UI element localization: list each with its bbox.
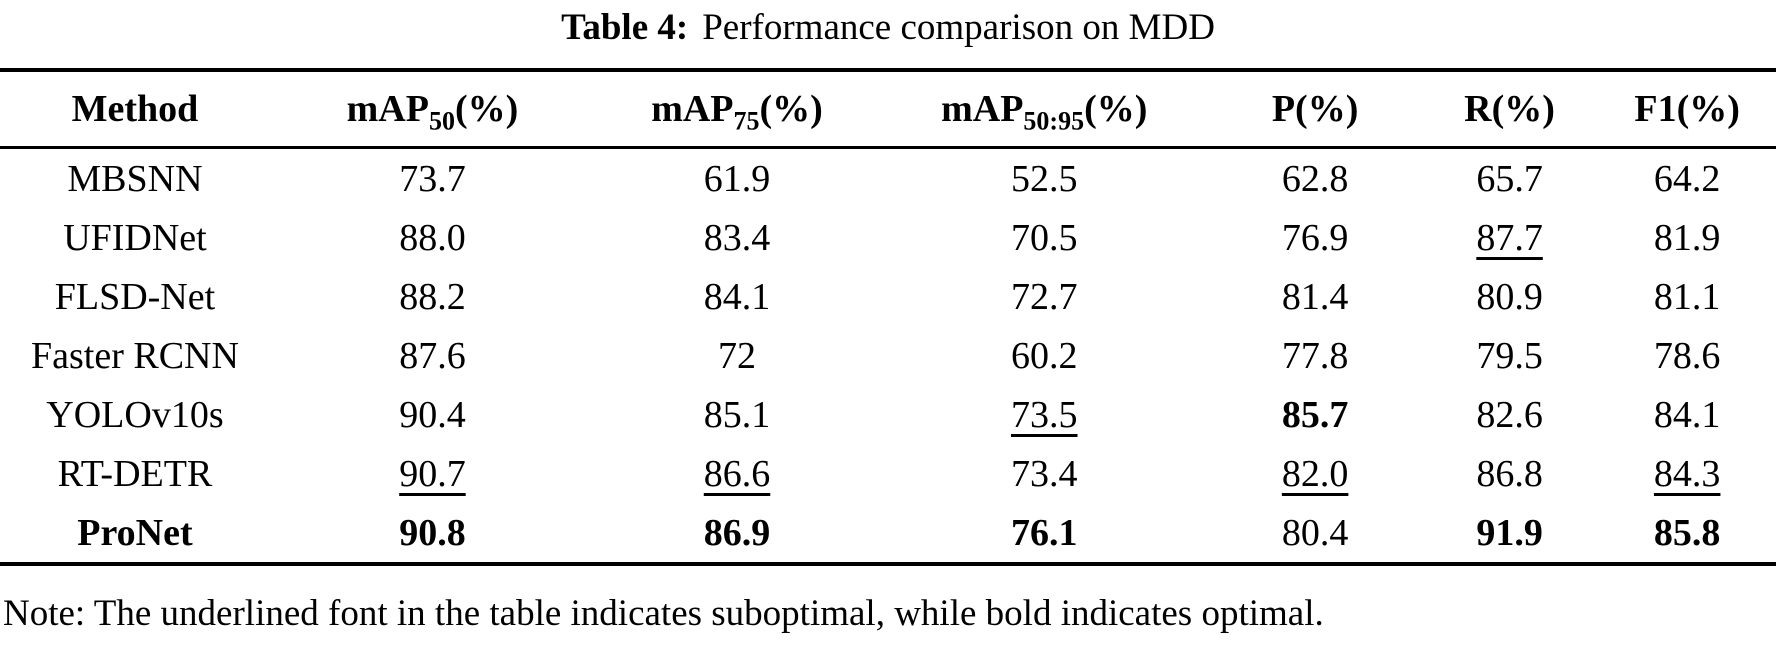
value-cell: 64.2 (1653, 157, 1721, 200)
value-cell: 73.5 (1011, 393, 1078, 436)
method-cell: Faster RCNN (30, 334, 239, 377)
table-row: ProNet 90.8 86.9 76.1 80.4 91.9 85.8 (0, 503, 1776, 564)
table-row: FLSD-Net 88.2 84.1 72.7 81.4 80.9 81.1 (0, 267, 1776, 326)
value-cell: 91.9 (1476, 511, 1543, 554)
value-cell: 61.9 (703, 157, 771, 200)
value-cell: 88.2 (399, 275, 466, 318)
value-cell: 77.8 (1281, 334, 1349, 377)
value-cell: 81.4 (1281, 275, 1349, 318)
value-cell: 90.7 (399, 452, 466, 495)
table-row: MBSNN 73.7 61.9 52.5 62.8 65.7 64.2 (0, 148, 1776, 209)
method-cell: YOLOv10s (46, 393, 224, 436)
column-header-map75: mAP75(%) (651, 88, 823, 136)
table-caption-text: Performance comparison on MDD (702, 7, 1215, 48)
table-row: Faster RCNN 87.6 72 60.2 77.8 79.5 78.6 (0, 326, 1776, 385)
value-cell: 79.5 (1476, 334, 1543, 377)
method-cell: UFIDNet (63, 216, 207, 259)
value-cell: 82.6 (1476, 393, 1543, 436)
value-cell: 82.0 (1281, 452, 1349, 495)
value-cell: 81.9 (1653, 216, 1721, 259)
value-cell: 87.6 (399, 334, 466, 377)
column-header-map50: mAP50(%) (346, 88, 519, 136)
value-cell: 84.1 (1653, 393, 1721, 436)
value-cell: 62.8 (1281, 157, 1349, 200)
value-cell: 76.1 (1011, 511, 1078, 554)
table-row: RT-DETR 90.7 86.6 73.4 82.0 86.8 84.3 (0, 444, 1776, 503)
column-header-recall: R(%) (1464, 88, 1555, 130)
column-header-method: Method (71, 88, 199, 130)
value-cell: 86.6 (703, 452, 771, 495)
value-cell: 88.0 (399, 216, 466, 259)
column-header-map50-95: mAP50:95(%) (941, 88, 1148, 136)
value-cell: 73.7 (399, 157, 466, 200)
value-cell: 85.7 (1281, 393, 1349, 436)
performance-table: Method mAP50(%) mAP75(%) mAP50:95(%) P(%… (0, 68, 1776, 566)
value-cell: 76.9 (1281, 216, 1349, 259)
column-header-f1: F1(%) (1634, 88, 1740, 130)
table-note: Note: The underlined font in the table i… (3, 593, 1324, 634)
table-row: UFIDNet 88.0 83.4 70.5 76.9 87.7 81.9 (0, 208, 1776, 267)
method-cell: ProNet (77, 511, 193, 554)
value-cell: 84.1 (703, 275, 771, 318)
value-cell: 86.8 (1476, 452, 1543, 495)
value-cell: 85.8 (1653, 511, 1721, 554)
column-header-precision: P(%) (1271, 88, 1359, 130)
value-cell: 60.2 (1011, 334, 1078, 377)
table-body: MBSNN 73.7 61.9 52.5 62.8 65.7 64.2 UFIDNet 88.0… (0, 148, 1776, 565)
value-cell: 78.6 (1653, 334, 1721, 377)
value-cell: 72.7 (1011, 275, 1078, 318)
method-cell: RT-DETR (57, 452, 213, 495)
value-cell: 72 (718, 334, 757, 377)
table-row: YOLOv10s 90.4 85.1 73.5 85.7 82.6 84.1 (0, 385, 1776, 444)
table-caption: Table 4: Performance comparison on MDD (0, 0, 1776, 50)
value-cell: 52.5 (1011, 157, 1078, 200)
table-header: Method mAP50(%) mAP75(%) mAP50:95(%) P(%… (0, 70, 1776, 148)
value-cell: 90.8 (399, 511, 466, 554)
value-cell: 87.7 (1476, 216, 1543, 259)
method-cell: MBSNN (67, 157, 203, 200)
value-cell: 83.4 (703, 216, 771, 259)
value-cell: 84.3 (1653, 452, 1721, 495)
table-caption-label: Table 4: (561, 7, 689, 48)
value-cell: 85.1 (703, 393, 771, 436)
value-cell: 70.5 (1011, 216, 1078, 259)
value-cell: 81.1 (1653, 275, 1721, 318)
method-cell: FLSD-Net (54, 275, 216, 318)
value-cell: 65.7 (1476, 157, 1543, 200)
value-cell: 80.9 (1476, 275, 1543, 318)
value-cell: 80.4 (1281, 511, 1349, 554)
value-cell: 86.9 (703, 511, 771, 554)
value-cell: 90.4 (399, 393, 466, 436)
table-header-row: Method mAP50(%) mAP75(%) mAP50:95(%) P(%… (0, 70, 1776, 148)
value-cell: 73.4 (1011, 452, 1078, 495)
